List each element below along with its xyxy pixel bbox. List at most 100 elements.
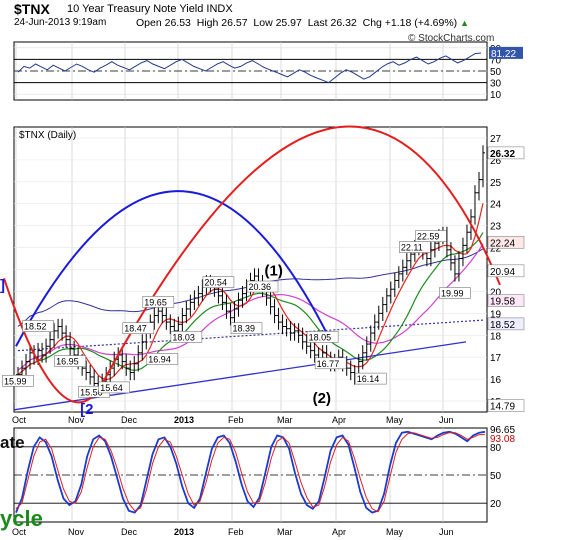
last-value: 26.32: [330, 17, 357, 29]
rsi-last-value: 81.22: [491, 49, 516, 60]
dotted-ma-line: [17, 319, 484, 352]
cycle-label-fragment: ycle: [0, 506, 43, 531]
rsi-tick-label: 70: [490, 55, 502, 66]
price-annotation: 20.36: [249, 282, 272, 292]
blue-cycle-arc: [15, 190, 331, 347]
price-annotation: 19.99: [441, 289, 464, 299]
price-annotation-box: [2, 375, 34, 387]
price-tick-label: 20: [490, 287, 502, 298]
stoch-x-tick: Dec: [121, 527, 138, 537]
stoch-x-tick: Oct: [12, 527, 27, 537]
low-value: 25.97: [275, 17, 302, 29]
price-annotation-box: [230, 322, 263, 334]
quote-line: Open 26.53 High 26.57 Low 25.97 Last 26.…: [136, 17, 469, 29]
high-label: High: [196, 17, 219, 29]
price-annotation: 16.77: [317, 359, 340, 369]
price-annotation-box: [142, 296, 175, 308]
price-x-tick: Dec: [121, 415, 138, 425]
price-x-tick: May: [386, 415, 404, 425]
price-x-tick: Mar: [277, 415, 293, 425]
ticker-description: 10 Year Treasury Note Yield INDX: [67, 3, 233, 15]
price-annotation-box: [306, 331, 339, 343]
quote-datetime: 24-Jun-2013 9:19am: [14, 17, 107, 28]
rsi-value-tag: [489, 46, 523, 59]
stoch-k-line: [15, 430, 486, 514]
red-cycle-arc-main: [99, 125, 501, 389]
ticker-symbol: $TNX: [14, 1, 50, 17]
price-value-tag: [487, 236, 525, 249]
wave-label: [2: [80, 401, 93, 418]
stoch-k-value: 96.65: [490, 425, 515, 436]
price-value-tag: [487, 317, 525, 331]
price-annotation-box: [415, 230, 447, 242]
last-label: Last: [307, 17, 328, 29]
stoch-x-tick: Feb: [228, 527, 244, 537]
price-tick-label: 19: [490, 309, 502, 320]
price-value-tag-text: 14.79: [490, 402, 515, 413]
red-cycle-arc-left: [3, 277, 101, 404]
price-annotation: 22.59: [417, 232, 440, 242]
price-annotation: 16.14: [357, 374, 380, 384]
price-annotation-box: [22, 320, 54, 332]
price-annotation-box: [146, 353, 179, 365]
price-annotation: 20.54: [204, 278, 227, 288]
price-x-tick: Apr: [332, 415, 346, 425]
wave-label: (2): [313, 390, 331, 407]
price-annotation: 15.56: [80, 387, 103, 397]
price-annotation: 15.64: [100, 383, 123, 393]
price-annotation-box: [54, 355, 86, 367]
chg-value: +1.18 (+4.69%): [384, 17, 458, 29]
stoch-x-tick: 2013: [174, 527, 194, 537]
chg-label: Chg: [362, 17, 382, 29]
price-x-tick: Nov: [68, 415, 85, 425]
price-annotation: 15.99: [4, 376, 27, 386]
magenta-ma-line: [17, 243, 484, 371]
price-annotation: 18.03: [172, 332, 195, 342]
price-value-tag: [487, 294, 525, 307]
stoch-tick-label: 20: [490, 499, 502, 510]
rsi-left-fragment: ate: [0, 433, 25, 452]
low-label: Low: [253, 17, 273, 29]
price-tick-label: 26: [490, 156, 502, 167]
rsi-tick-label: 10: [490, 90, 502, 101]
stoch-x-tick: Jun: [439, 527, 454, 537]
price-annotation-box: [399, 241, 431, 253]
price-annotation-box: [246, 280, 279, 293]
price-value-tag-text: 20.94: [490, 267, 515, 278]
price-tick-label: 24: [490, 200, 502, 211]
price-value-tag-text: 19.58: [490, 297, 515, 308]
price-tick-label: 27: [490, 134, 502, 145]
price-annotation-box: [170, 331, 203, 343]
green-ma-line: [17, 232, 484, 376]
price-value-tag: [487, 264, 525, 278]
stoch-x-tick: Mar: [277, 527, 293, 537]
price-annotation: 16.94: [148, 354, 171, 364]
stoch-tick-label: 80: [490, 443, 502, 454]
price-annotation-box: [98, 381, 131, 394]
rsi-tick-label: 30: [490, 79, 502, 90]
price-x-tick: Jun: [439, 415, 454, 425]
stoch-x-tick: Nov: [68, 527, 85, 537]
price-tick-label: 16: [490, 375, 502, 386]
rsi-tick-label: 50: [490, 67, 502, 78]
price-annotation-box: [439, 287, 471, 299]
price-x-tick: Oct: [12, 415, 27, 425]
stoch-d-value: 93.08: [490, 434, 515, 445]
price-annotation: 18.39: [232, 324, 255, 334]
stoch-tick-label: 50: [490, 471, 502, 482]
price-value-tag-text: 18.52: [490, 320, 515, 331]
up-arrow-icon: ▲: [460, 18, 470, 28]
stockcharts-logo: © StockCharts.com: [408, 33, 495, 44]
price-annotation: 18.05: [309, 332, 332, 342]
stoch-x-tick: May: [386, 527, 404, 537]
price-x-tick: Feb: [228, 415, 244, 425]
price-value-tag: [487, 146, 525, 160]
left-edge-bracket: ]: [0, 277, 5, 294]
price-tick-label: 23: [490, 222, 502, 233]
price-tick-label: 18: [490, 331, 502, 342]
price-panel-label: $TNX (Daily): [19, 130, 77, 141]
price-value-tag-text: 22.24: [490, 238, 515, 249]
rsi-line: [17, 52, 482, 84]
stoch-d-line: [15, 432, 485, 513]
